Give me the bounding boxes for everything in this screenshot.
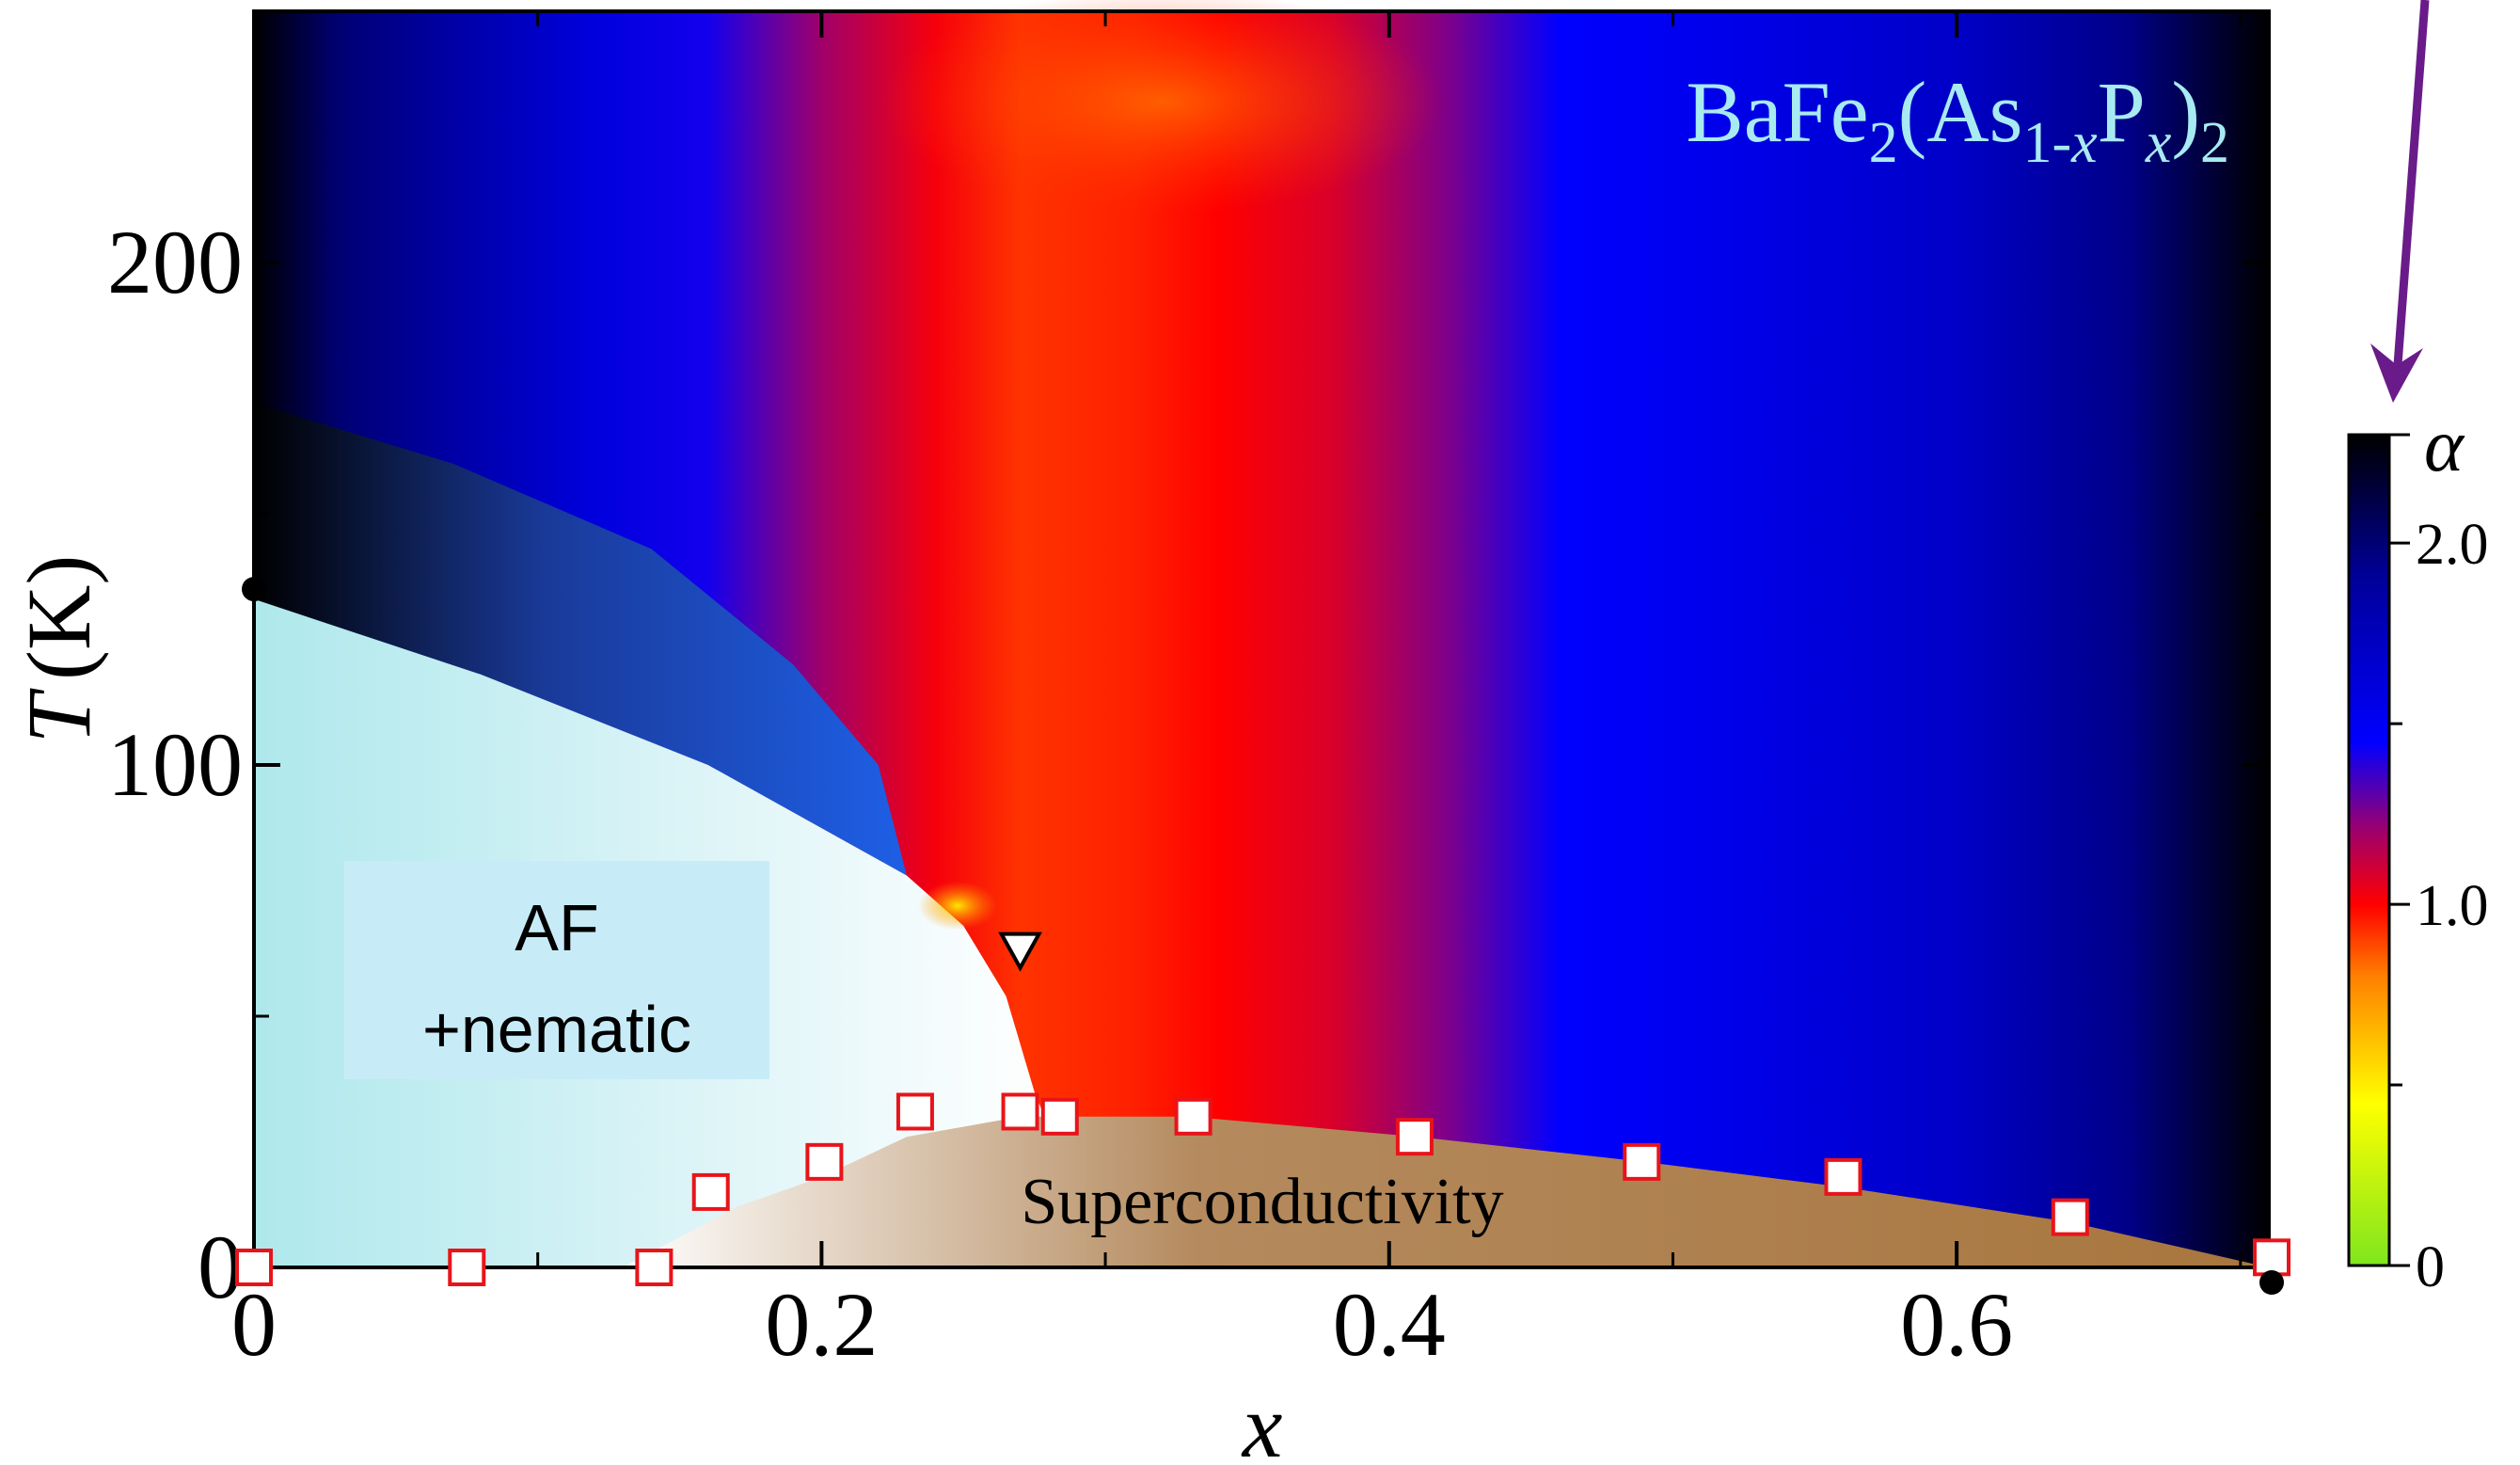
- title-part: 1-x: [2022, 111, 2098, 175]
- arrow-shaft: [2393, 0, 2430, 366]
- superconductivity-region: [623, 1116, 2270, 1267]
- af-label-line1: AF: [515, 891, 598, 964]
- tc-marker: [635, 1249, 674, 1286]
- title-sub-var: x: [2070, 111, 2098, 175]
- title-part: ): [2171, 64, 2200, 160]
- title-part: x: [2145, 111, 2172, 175]
- edge-marker: [2259, 1270, 2285, 1295]
- tc-marker: [1824, 1157, 1862, 1196]
- colorbar-label: α: [2424, 405, 2465, 487]
- tc-marker: [1040, 1097, 1079, 1136]
- colorbar-tick-label: 1.0: [2416, 874, 2489, 938]
- title-part: P: [2098, 64, 2146, 160]
- title-part: 2: [1869, 111, 1898, 175]
- tc-marker: [1174, 1097, 1212, 1136]
- colorbar-gradient: [2347, 433, 2391, 1267]
- tc-marker: [2051, 1198, 2089, 1236]
- chart-title: BaFe2(As1-xPx)2: [1686, 64, 2229, 175]
- x-tick-label: 0.6: [1900, 1274, 2013, 1375]
- af-tip-glow: [918, 881, 998, 931]
- af-label-line2: +nematic: [422, 993, 691, 1066]
- colorbar-tick-label: 0: [2416, 1235, 2445, 1299]
- colorbar-tick-label: 2.0: [2416, 513, 2489, 577]
- y-axis-label: T (K): [8, 555, 109, 744]
- x-axis-label: x: [1241, 1376, 1283, 1465]
- x-tick-label: 0.4: [1333, 1274, 1446, 1375]
- tc-marker: [235, 1249, 273, 1286]
- title-sub-num: 1-: [2022, 111, 2071, 175]
- pointer-arrow: [2370, 0, 2430, 403]
- title-part: (As: [1898, 64, 2023, 160]
- arrow-head: [2370, 343, 2423, 403]
- labels: AF+nematicSuperconductivityBaFe2(As1-xPx…: [344, 64, 2229, 1238]
- title-part: 2: [2200, 111, 2229, 175]
- tc-marker: [895, 1092, 934, 1131]
- y-tick-label: 200: [107, 212, 243, 312]
- alpha-hotspot: [880, 0, 1445, 215]
- triangle-marker: [998, 932, 1042, 972]
- plot-frame: [252, 9, 2271, 1269]
- y-axis-label-symbol: T: [8, 687, 109, 743]
- x-tick-label: 0.2: [765, 1274, 878, 1375]
- tc-marker: [1623, 1142, 1661, 1181]
- edge-marker: [242, 577, 266, 602]
- tc-marker: [2253, 1238, 2291, 1277]
- tc-marker: [448, 1249, 486, 1286]
- y-tick-label: 100: [107, 714, 243, 815]
- data-markers: [235, 577, 2291, 1295]
- tc-marker: [805, 1142, 844, 1181]
- tc-marker: [691, 1172, 730, 1211]
- af-label-box: [344, 861, 769, 1079]
- y-axis-label-unit: (K): [8, 555, 109, 680]
- tc-marker: [1395, 1118, 1434, 1156]
- x-tick-label: 0: [231, 1274, 277, 1375]
- colorbar: 0 1.0 2.0 α: [2347, 405, 2489, 1299]
- tc-marker: [1001, 1092, 1039, 1131]
- structural-region: [254, 403, 907, 876]
- sc-label: Superconductivity: [1021, 1166, 1503, 1238]
- title-part: BaFe: [1686, 64, 1868, 160]
